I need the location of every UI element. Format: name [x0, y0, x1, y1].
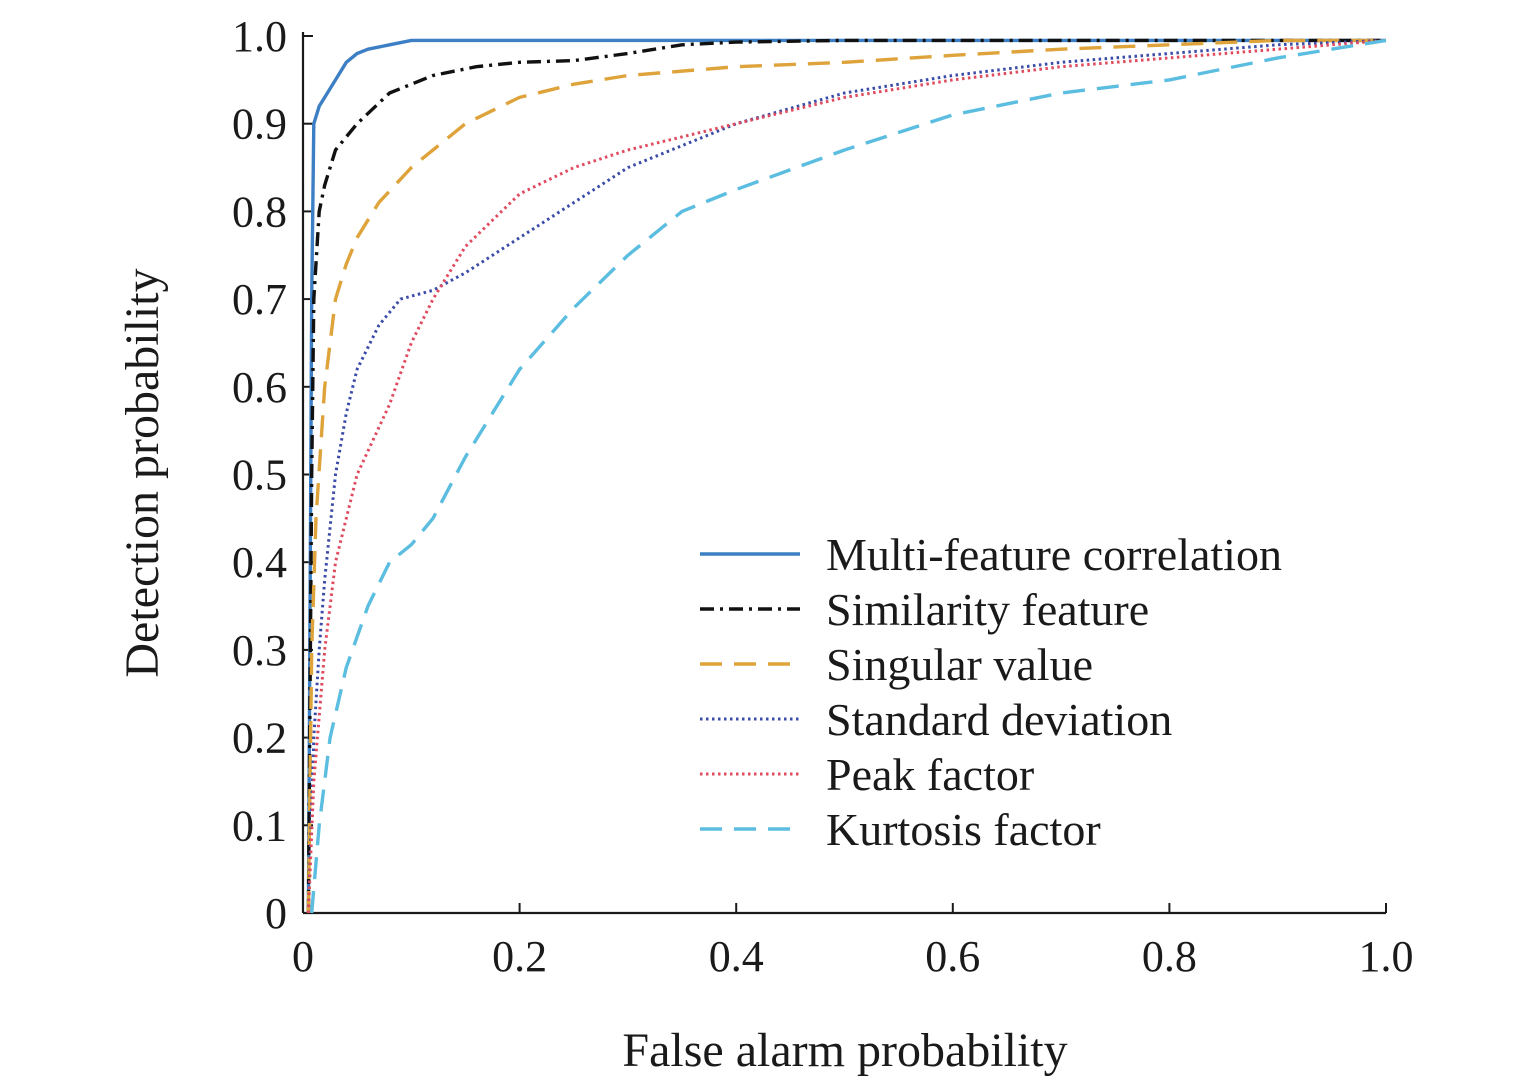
series-line-0: [306, 38, 1386, 914]
y-tick-label: 0.2: [232, 714, 287, 763]
x-tick-label: 0.6: [925, 932, 980, 981]
x-tick-label: 0.8: [1142, 932, 1197, 981]
legend-label-1: Similarity feature: [826, 584, 1149, 635]
y-tick-label: 0.9: [232, 100, 287, 149]
series-line-1: [306, 38, 1386, 914]
legend-label-0: Multi-feature correlation: [826, 529, 1282, 580]
series-line-4: [306, 38, 1387, 914]
x-axis-label: False alarm probability: [622, 1024, 1067, 1077]
legend-label-5: Kurtosis factor: [826, 804, 1101, 855]
y-tick-label: 0.6: [232, 363, 287, 412]
x-tick-label: 0.2: [492, 932, 547, 981]
x-tick-label: 0: [292, 932, 314, 981]
series-line-2: [306, 38, 1386, 914]
legend-label-3: Standard deviation: [826, 694, 1172, 745]
y-tick-label: 0.1: [232, 801, 287, 850]
axes: 0 0.2 0.4 0.6 0.8 1.0 0 0.1 0.2 0.3 0.4 0.5 0.6 0.7 0.…: [232, 12, 1414, 981]
series-line-5: [310, 38, 1387, 914]
y-tick-label: 1.0: [232, 12, 287, 61]
series-lines: [306, 38, 1387, 914]
y-tick-label: 0.3: [232, 626, 287, 675]
y-tick-label: 0: [265, 889, 287, 938]
x-tick-label: 0.4: [709, 932, 764, 981]
y-tick-label: 0.8: [232, 187, 287, 236]
y-tick-label: 0.4: [232, 538, 287, 587]
legend-label-2: Singular value: [826, 639, 1093, 690]
y-axis-label: Detection probability: [116, 268, 169, 677]
y-tick-label: 0.7: [232, 275, 287, 324]
x-tick-label: 1.0: [1359, 932, 1414, 981]
legend-label-4: Peak factor: [826, 749, 1034, 800]
y-tick-label: 0.5: [232, 451, 287, 500]
